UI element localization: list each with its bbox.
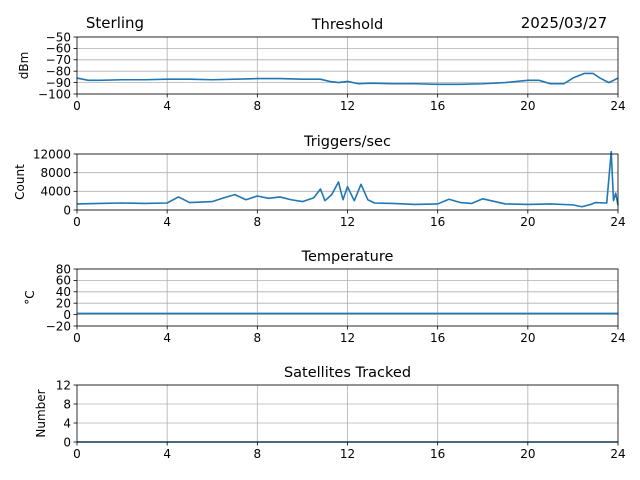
satellites-tracked-chart-title: Satellites Tracked <box>284 365 411 381</box>
triggers-sec-chart: 0 4 8 12 16 20 24 0 4000 8000 12000 Triggers/sec Cou… <box>13 134 626 229</box>
triggers-sec-ytick-label: 12000 <box>33 147 71 161</box>
satellites-tracked-xtick-label: 8 <box>254 447 262 461</box>
threshold-ytick-label: −60 <box>46 42 71 56</box>
temperature-ylabel: °C <box>23 290 37 304</box>
temperature-ytick-label: −20 <box>46 319 71 333</box>
threshold-chart-title: Threshold <box>311 17 383 33</box>
triggers-sec-xtick-label: 24 <box>610 215 625 229</box>
site-name: Sterling <box>86 14 144 32</box>
threshold-ylabel: dBm <box>17 52 31 80</box>
temperature-ytick-label: 20 <box>56 297 71 311</box>
triggers-sec-xtick-label: 0 <box>73 215 81 229</box>
threshold-ytick-label: −50 <box>46 30 71 44</box>
triggers-sec-xtick-label: 20 <box>520 215 535 229</box>
threshold-ytick-label: −80 <box>46 65 71 79</box>
temperature-xtick-label: 12 <box>340 331 355 345</box>
triggers-sec-ytick-label: 4000 <box>40 185 71 199</box>
threshold-series-line <box>76 72 619 86</box>
satellites-tracked-ytick-label: 0 <box>63 435 71 449</box>
triggers-sec-xtick-label: 8 <box>254 215 262 229</box>
threshold-ytick-label: −100 <box>38 87 71 101</box>
temperature-ytick-label: 80 <box>56 262 71 276</box>
temperature-ytick-label: 0 <box>63 308 71 322</box>
triggers-sec-xtick-label: 16 <box>430 215 445 229</box>
satellites-tracked-ytick-label: 12 <box>56 378 71 392</box>
temperature-ytick-label: 60 <box>56 274 71 288</box>
triggers-sec-chart-title: Triggers/sec <box>303 134 391 150</box>
threshold-xtick-label: 24 <box>610 99 625 113</box>
threshold-chart: 0 4 8 12 16 20 24 −100−90−80−70−60−50 Threshold d… <box>17 17 626 113</box>
satellites-tracked-xtick-label: 16 <box>430 447 445 461</box>
satellites-tracked-xtick-label: 0 <box>73 447 81 461</box>
threshold-xtick-label: 12 <box>340 99 355 113</box>
satellites-tracked-xtick-label: 12 <box>340 447 355 461</box>
satellites-tracked-xtick-label: 4 <box>163 447 171 461</box>
satellites-tracked-xtick-label: 20 <box>520 447 535 461</box>
threshold-xtick-label: 4 <box>163 99 171 113</box>
triggers-sec-xtick-label: 4 <box>163 215 171 229</box>
temperature-xtick-label: 24 <box>610 331 625 345</box>
satellites-tracked-ytick-label: 8 <box>63 397 71 411</box>
triggers-sec-xtick-label: 12 <box>340 215 355 229</box>
satellites-tracked-chart: 0 4 8 12 16 20 24 0 4 8 12 Satellites Tracked Number <box>34 365 626 461</box>
satellites-tracked-ytick-label: 4 <box>63 416 71 430</box>
threshold-ytick-label: −70 <box>46 53 71 67</box>
triggers-sec-series-line <box>76 150 619 208</box>
temperature-xtick-label: 0 <box>73 331 81 345</box>
triggers-sec-ytick-label: 0 <box>63 203 71 217</box>
temperature-xtick-label: 16 <box>430 331 445 345</box>
temperature-chart-title: Temperature <box>301 249 394 265</box>
threshold-xtick-label: 20 <box>520 99 535 113</box>
threshold-xtick-label: 8 <box>254 99 262 113</box>
satellites-tracked-ylabel: Number <box>34 389 48 437</box>
threshold-ytick-label: −90 <box>46 76 71 90</box>
temperature-ytick-label: 40 <box>56 285 71 299</box>
triggers-sec-ytick-label: 8000 <box>40 166 71 180</box>
temperature-xtick-label: 8 <box>254 331 262 345</box>
satellites-tracked-xtick-label: 24 <box>610 447 625 461</box>
threshold-xtick-label: 16 <box>430 99 445 113</box>
temperature-xtick-label: 4 <box>163 331 171 345</box>
threshold-xtick-label: 0 <box>73 99 81 113</box>
temperature-xtick-label: 20 <box>520 331 535 345</box>
triggers-sec-ylabel: Count <box>13 164 27 200</box>
date-label: 2025/03/27 <box>521 14 607 32</box>
